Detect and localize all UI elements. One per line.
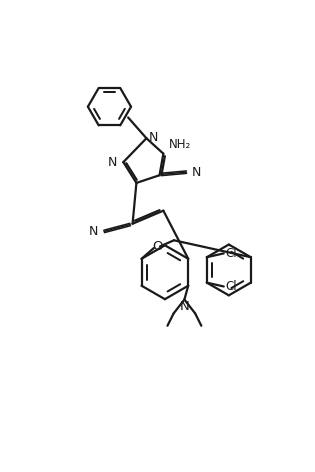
Text: N: N [192, 166, 201, 178]
Text: N: N [180, 300, 189, 313]
Text: N: N [89, 225, 98, 238]
Text: Cl: Cl [226, 280, 237, 293]
Text: Cl: Cl [226, 247, 237, 260]
Text: O: O [152, 240, 163, 253]
Text: NH₂: NH₂ [169, 138, 192, 151]
Text: N: N [108, 156, 117, 169]
Text: N: N [149, 131, 158, 144]
